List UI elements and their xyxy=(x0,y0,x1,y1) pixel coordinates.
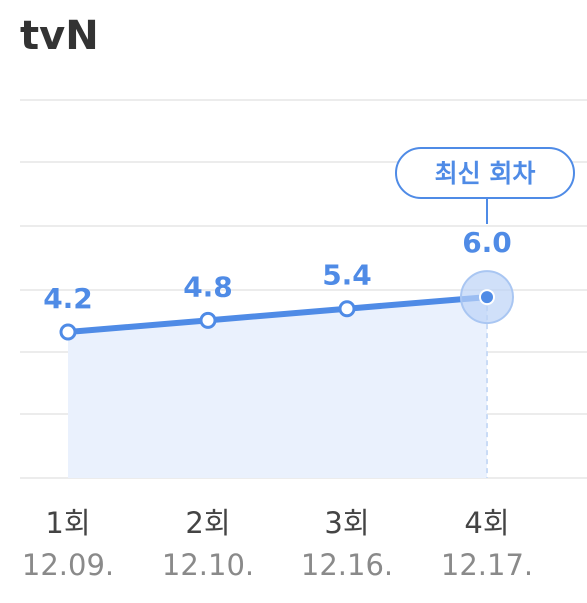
area-fill xyxy=(68,297,487,478)
value-label: 5.4 xyxy=(322,259,372,292)
badge-box xyxy=(395,147,575,199)
series-line xyxy=(65,294,490,335)
value-labels: 4.2 4.8 5.4 6.0 xyxy=(43,226,512,315)
data-point xyxy=(338,300,356,318)
channel-title: tvN xyxy=(20,13,99,59)
episode-label: 3회 xyxy=(324,506,369,540)
date-label: 12.09. xyxy=(22,548,114,582)
data-points xyxy=(59,270,514,341)
value-label: 6.0 xyxy=(462,226,512,259)
episode-label: 4회 xyxy=(464,506,509,540)
data-point xyxy=(199,311,217,329)
data-point-latest xyxy=(479,289,495,306)
badge-label: 최신 회차 xyxy=(435,159,536,188)
value-label: 4.2 xyxy=(43,282,93,315)
x-axis-labels: 1회 12.09. 2회 12.10. 3회 12.16. 4회 12.17. xyxy=(22,506,533,582)
value-label: 4.8 xyxy=(183,270,233,303)
date-label: 12.10. xyxy=(162,548,254,582)
episode-label: 2회 xyxy=(185,506,230,540)
data-point xyxy=(59,323,77,341)
date-label: 12.17. xyxy=(441,548,533,582)
latest-episode-badge: 최신 회차 xyxy=(395,147,575,224)
date-label: 12.16. xyxy=(301,548,393,582)
episode-label: 1회 xyxy=(45,506,90,540)
